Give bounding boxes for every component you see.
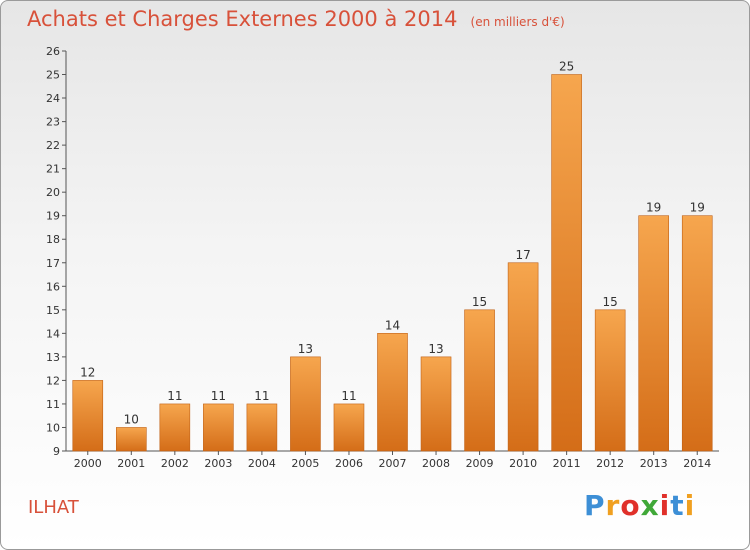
bar-value-label: 17 (515, 248, 530, 262)
logo-letter: r (605, 489, 621, 522)
x-tick-label: 2005 (291, 457, 319, 470)
bar-value-label: 19 (690, 201, 705, 215)
bar (290, 356, 321, 452)
bar-value-label: 11 (254, 389, 269, 403)
y-tick-label: 19 (46, 210, 60, 223)
bar (681, 215, 713, 452)
x-tick-label: 2007 (379, 457, 407, 470)
x-tick-label: 2004 (248, 457, 276, 470)
x-tick-label: 2012 (596, 457, 624, 470)
bar (333, 403, 365, 452)
bar-value-label: 13 (428, 342, 443, 356)
x-tick-label: 2014 (683, 457, 711, 470)
bar (507, 262, 539, 452)
proxiti-logo: Proxiti (584, 489, 695, 522)
x-tick-label: 2001 (117, 457, 145, 470)
bar-value-label: 11 (211, 389, 226, 403)
y-tick-label: 21 (46, 163, 60, 176)
y-tick-label: 9 (53, 445, 60, 458)
y-tick-label: 14 (46, 327, 60, 340)
logo-letter: x (640, 489, 660, 522)
y-tick-label: 22 (46, 139, 60, 152)
y-tick-label: 10 (46, 421, 60, 434)
bar (420, 356, 452, 452)
y-tick-label: 13 (46, 351, 60, 364)
bar (594, 309, 626, 452)
bar (159, 403, 191, 452)
x-tick-label: 2013 (640, 457, 668, 470)
bar-value-label: 25 (559, 60, 574, 74)
y-tick-label: 12 (46, 374, 60, 387)
bar-value-label: 13 (298, 342, 313, 356)
x-tick-label: 2010 (509, 457, 537, 470)
y-tick-label: 16 (46, 280, 60, 293)
bar (464, 309, 495, 452)
x-tick-label: 2011 (553, 457, 581, 470)
x-tick-label: 2009 (466, 457, 494, 470)
chart-title: Achats et Charges Externes 2000 à 2014 (27, 7, 458, 31)
x-tick-label: 2000 (74, 457, 102, 470)
bar (377, 333, 408, 452)
bar-value-label: 10 (124, 412, 139, 426)
chart-title-block: Achats et Charges Externes 2000 à 2014 (… (27, 7, 565, 31)
bar (638, 215, 670, 452)
y-tick-label: 24 (46, 92, 60, 105)
bar-value-label: 15 (472, 295, 487, 309)
logo-letter: i (684, 489, 696, 522)
bar (551, 74, 582, 452)
bar-value-label: 19 (646, 201, 661, 215)
x-tick-label: 2002 (161, 457, 189, 470)
bar (246, 403, 278, 452)
bar-value-label: 15 (603, 295, 618, 309)
y-tick-label: 15 (46, 304, 60, 317)
logo-letter: i (659, 489, 671, 522)
bar (72, 380, 104, 452)
y-tick-label: 18 (46, 233, 60, 246)
bar-value-label: 12 (80, 365, 95, 379)
y-tick-label: 26 (46, 45, 60, 58)
y-tick-label: 11 (46, 398, 60, 411)
commune-name: ILHAT (28, 497, 79, 518)
logo-letter: t (670, 489, 685, 522)
x-tick-label: 2006 (335, 457, 363, 470)
bar (116, 427, 147, 452)
y-tick-label: 17 (46, 257, 60, 270)
logo-letter: o (620, 489, 641, 522)
bar (203, 403, 234, 452)
y-tick-label: 20 (46, 186, 60, 199)
bar-value-label: 14 (385, 318, 400, 332)
bar-value-label: 11 (341, 389, 356, 403)
y-tick-label: 25 (46, 69, 60, 82)
logo-letter: P (584, 489, 606, 522)
bar-value-label: 11 (167, 389, 182, 403)
x-tick-label: 2008 (422, 457, 450, 470)
x-tick-label: 2003 (204, 457, 232, 470)
y-tick-label: 23 (46, 116, 60, 129)
chart-unit-note: (en milliers d'€) (470, 15, 565, 29)
